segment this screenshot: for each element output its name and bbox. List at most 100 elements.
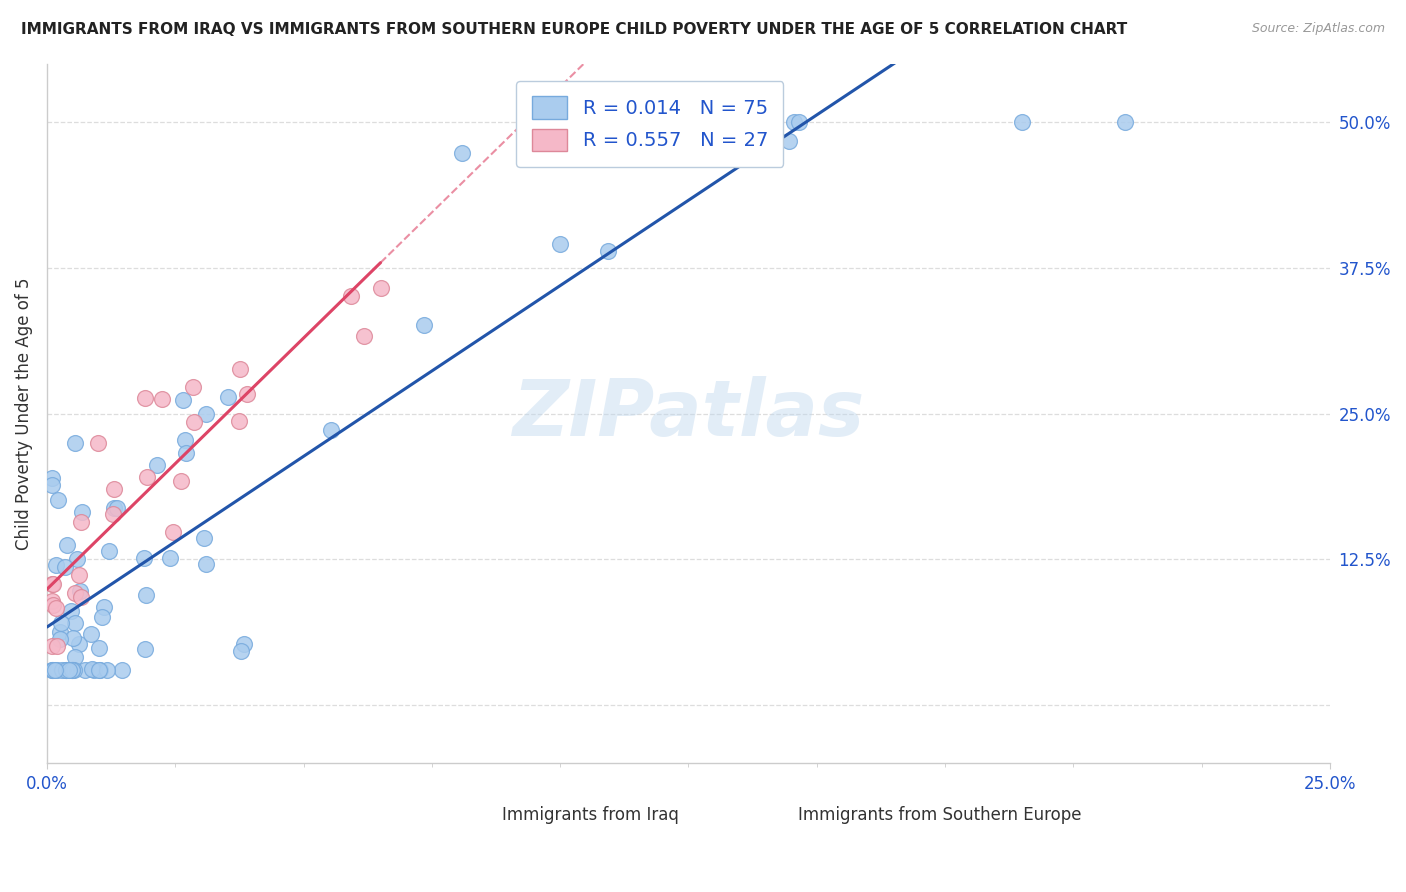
Point	[174, 433, 197, 447]
Point	[82, 662, 104, 676]
Point	[778, 135, 800, 149]
Point	[103, 482, 125, 496]
Point	[183, 415, 205, 429]
Point	[353, 328, 375, 343]
Point	[96, 663, 118, 677]
Point	[51, 663, 73, 677]
Point	[73, 663, 96, 677]
Point	[67, 567, 90, 582]
Point	[754, 115, 776, 129]
Point	[83, 663, 105, 677]
Point	[146, 458, 169, 472]
Point	[228, 414, 250, 428]
Text: Immigrants from Southern Europe: Immigrants from Southern Europe	[797, 806, 1081, 824]
Point	[103, 500, 125, 515]
Point	[413, 318, 436, 332]
Point	[60, 663, 83, 677]
Text: ZIPatlas: ZIPatlas	[512, 376, 865, 451]
Point	[228, 361, 250, 376]
Point	[70, 590, 93, 604]
Point	[451, 146, 474, 161]
Point	[45, 601, 67, 615]
Point	[53, 560, 76, 574]
Point	[181, 380, 204, 394]
Point	[174, 446, 197, 460]
Point	[217, 390, 239, 404]
Point	[172, 392, 194, 407]
Point	[1114, 115, 1136, 129]
Point	[232, 637, 254, 651]
Point	[60, 663, 83, 677]
Point	[65, 615, 87, 630]
Point	[41, 471, 63, 485]
Point	[596, 244, 619, 259]
Point	[135, 588, 157, 602]
Point	[110, 663, 132, 677]
Point	[87, 435, 110, 450]
Point	[101, 507, 124, 521]
Point	[58, 663, 80, 677]
Point	[231, 644, 253, 658]
Y-axis label: Child Poverty Under the Age of 5: Child Poverty Under the Age of 5	[15, 277, 32, 549]
Point	[66, 552, 89, 566]
Point	[55, 663, 77, 677]
Point	[41, 477, 63, 491]
Point	[44, 663, 66, 677]
Point	[1011, 115, 1033, 129]
Point	[41, 576, 63, 591]
Point	[135, 470, 157, 484]
Point	[46, 640, 69, 654]
Point	[236, 386, 259, 401]
Point	[41, 663, 63, 677]
Point	[105, 501, 128, 516]
Text: Immigrants from Iraq: Immigrants from Iraq	[502, 806, 679, 824]
Point	[69, 584, 91, 599]
Point	[41, 593, 63, 607]
Point	[42, 577, 65, 591]
Point	[534, 115, 557, 129]
Point	[134, 551, 156, 566]
Point	[93, 599, 115, 614]
Point	[60, 663, 83, 677]
Point	[194, 558, 217, 572]
Point	[45, 663, 67, 677]
Point	[49, 615, 72, 630]
Point	[91, 610, 114, 624]
Point	[46, 492, 69, 507]
Point	[651, 115, 673, 129]
Point	[48, 624, 70, 639]
Point	[787, 115, 810, 129]
Point	[783, 115, 806, 129]
Text: IMMIGRANTS FROM IRAQ VS IMMIGRANTS FROM SOUTHERN EUROPE CHILD POVERTY UNDER THE : IMMIGRANTS FROM IRAQ VS IMMIGRANTS FROM …	[21, 22, 1128, 37]
Point	[98, 543, 121, 558]
Point	[643, 115, 665, 129]
Point	[62, 631, 84, 645]
Point	[55, 538, 77, 552]
Point	[162, 524, 184, 539]
Point	[41, 640, 63, 654]
Point	[150, 392, 173, 406]
Legend: R = 0.014   N = 75, R = 0.557   N = 27: R = 0.014 N = 75, R = 0.557 N = 27	[516, 81, 783, 167]
Point	[70, 505, 93, 519]
Point	[159, 551, 181, 566]
Point	[193, 531, 215, 545]
Point	[194, 407, 217, 421]
FancyBboxPatch shape	[752, 803, 789, 830]
Point	[63, 585, 86, 599]
Point	[87, 640, 110, 655]
Point	[41, 663, 63, 677]
Point	[42, 663, 65, 677]
Point	[55, 663, 77, 677]
Text: Source: ZipAtlas.com: Source: ZipAtlas.com	[1251, 22, 1385, 36]
Point	[548, 236, 571, 251]
Point	[65, 650, 87, 665]
Point	[49, 632, 72, 646]
Point	[339, 289, 361, 303]
Point	[134, 391, 156, 405]
Point	[87, 663, 110, 677]
Point	[63, 436, 86, 450]
Point	[728, 115, 751, 129]
Point	[59, 604, 82, 618]
Point	[42, 598, 65, 612]
Point	[370, 281, 392, 295]
